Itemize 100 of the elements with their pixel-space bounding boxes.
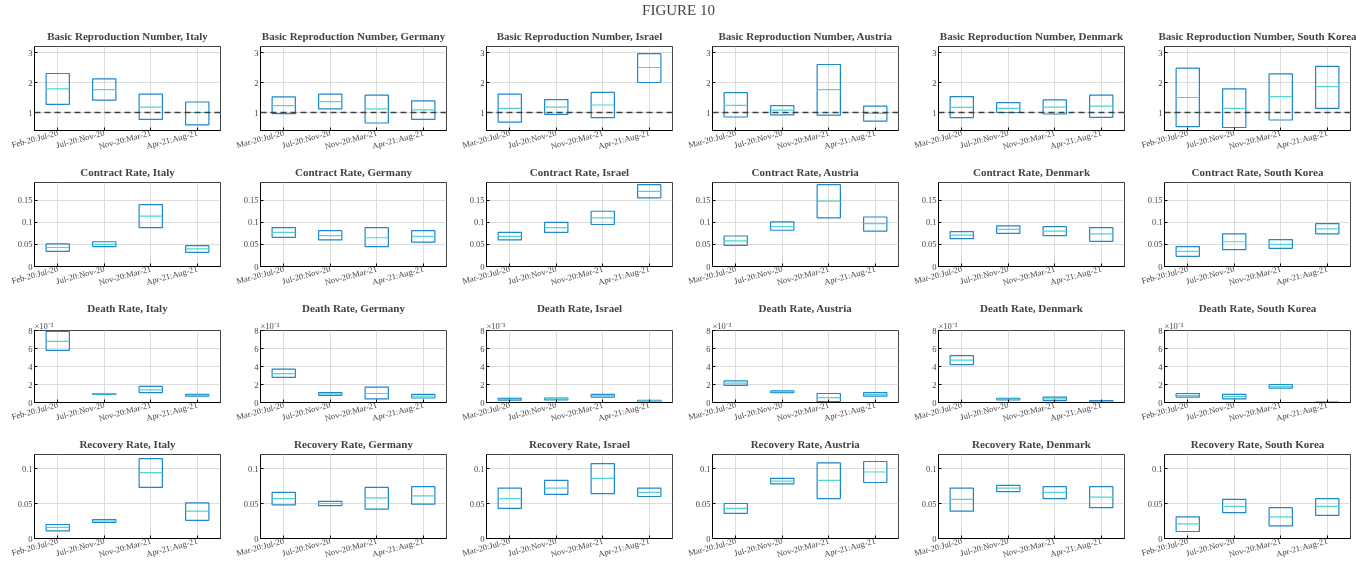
y-tick-label: 3 — [480, 47, 485, 58]
y-tick-label: 0.15 — [695, 195, 711, 206]
chart-title: Death Rate, Denmark — [980, 301, 1084, 314]
y-tick-label: 1 — [28, 107, 33, 118]
chart-title: Contract Rate, South Korea — [1191, 165, 1324, 178]
y-tick-label: 2 — [28, 379, 33, 390]
y-tick-label: 0.05 — [695, 239, 711, 250]
chart-title: Death Rate, Austria — [758, 301, 853, 314]
chart-title: Contract Rate, Italy — [80, 165, 176, 178]
y-tick-label: 1 — [932, 107, 937, 118]
y-tick-label: 0.05 — [695, 498, 711, 509]
chart-title: Recovery Rate, Austria — [750, 437, 861, 450]
chart-title: Basic Reproduction Number, Israel — [496, 29, 663, 42]
y-tick-label: 0.1 — [21, 463, 33, 474]
y-tick-label: 3 — [28, 47, 33, 58]
y-tick-label: 0.1 — [699, 463, 711, 474]
y-tick-label: 2 — [932, 77, 937, 88]
y-tick-label: 0.05 — [469, 239, 485, 250]
y-tick-label: 0.15 — [243, 195, 259, 206]
chart-title: Recovery Rate, South Korea — [1190, 437, 1325, 450]
y-tick-label: 2 — [480, 379, 485, 390]
chart-title: Basic Reproduction Number, Italy — [47, 29, 209, 42]
y-tick-label: 0.1 — [925, 217, 937, 228]
y-tick-label: 2 — [706, 77, 711, 88]
y-tick-label: 6 — [932, 343, 937, 354]
chart-title: Recovery Rate, Germany — [294, 437, 414, 450]
chart-title: Basic Reproduction Number, Denmark — [939, 29, 1125, 42]
y-tick-label: 8 — [480, 325, 485, 336]
y-tick-label: 0.1 — [925, 463, 937, 474]
chart-title: Death Rate, Italy — [87, 301, 169, 314]
y-tick-label: 2 — [254, 379, 259, 390]
y-tick-label: 0.05 — [1147, 498, 1163, 509]
chart-title: Death Rate, Israel — [536, 301, 623, 314]
y-tick-label: 0.1 — [699, 217, 711, 228]
y-tick-label: 3 — [706, 47, 711, 58]
y-tick-label: 4 — [1158, 361, 1164, 372]
y-tick-label: 0.1 — [21, 217, 33, 228]
y-tick-label: 0.15 — [921, 195, 937, 206]
y-tick-label: 6 — [706, 343, 711, 354]
y-tick-label: 0.1 — [247, 217, 259, 228]
y-tick-label: 3 — [1158, 47, 1163, 58]
y-tick-label: 1 — [254, 107, 259, 118]
chart-title: Contract Rate, Denmark — [973, 165, 1091, 178]
y-tick-label: 6 — [1158, 343, 1163, 354]
annotation: ×10⁻³ — [34, 320, 54, 331]
chart-title: Recovery Rate, Italy — [79, 437, 177, 450]
y-tick-label: 0.05 — [469, 498, 485, 509]
annotation: ×10⁻³ — [938, 320, 958, 331]
y-tick-label: 0.05 — [17, 239, 33, 250]
y-tick-label: 0.1 — [1151, 463, 1163, 474]
y-tick-label: 3 — [254, 47, 259, 58]
annotation: ×10⁻³ — [260, 320, 280, 331]
chart-title: Basic Reproduction Number, Germany — [261, 29, 446, 42]
y-tick-label: 2 — [480, 77, 485, 88]
chart-title: Death Rate, South Korea — [1198, 301, 1317, 314]
y-tick-label: 4 — [480, 361, 486, 372]
y-tick-label: 8 — [1158, 325, 1163, 336]
y-tick-label: 2 — [1158, 77, 1163, 88]
y-tick-label: 0.15 — [17, 195, 33, 206]
chart-title: Basic Reproduction Number, Austria — [718, 29, 893, 42]
y-tick-label: 2 — [1158, 379, 1163, 390]
y-tick-label: 2 — [28, 77, 33, 88]
y-tick-label: 4 — [706, 361, 712, 372]
y-tick-label: 3 — [932, 47, 937, 58]
chart-title: Contract Rate, Germany — [295, 165, 413, 178]
y-tick-label: 0.05 — [921, 239, 937, 250]
y-tick-label: 0.05 — [17, 498, 33, 509]
annotation: ×10⁻³ — [712, 320, 732, 331]
y-tick-label: 6 — [480, 343, 485, 354]
y-tick-label: 2 — [254, 77, 259, 88]
y-tick-label: 4 — [932, 361, 938, 372]
y-tick-label: 8 — [28, 325, 33, 336]
chart-title: Basic Reproduction Number, South Korea — [1158, 29, 1356, 42]
y-tick-label: 0.05 — [243, 498, 259, 509]
y-tick-label: 0.15 — [469, 195, 485, 206]
y-tick-label: 0.05 — [1147, 239, 1163, 250]
y-tick-label: 2 — [932, 379, 937, 390]
y-tick-label: 0.05 — [243, 239, 259, 250]
y-tick-label: 8 — [254, 325, 259, 336]
y-tick-label: 1 — [706, 107, 711, 118]
y-tick-label: 0.1 — [473, 217, 485, 228]
y-tick-label: 0.1 — [1151, 217, 1163, 228]
chart-title: Recovery Rate, Israel — [528, 437, 631, 450]
annotation: ×10⁻³ — [486, 320, 506, 331]
y-tick-label: 1 — [480, 107, 485, 118]
y-tick-label: 6 — [28, 343, 33, 354]
chart-title: Death Rate, Germany — [302, 301, 406, 314]
chart-title: Contract Rate, Austria — [751, 165, 860, 178]
chart-title: Recovery Rate, Denmark — [972, 437, 1092, 450]
chart-title: Contract Rate, Israel — [529, 165, 630, 178]
y-tick-label: 4 — [28, 361, 34, 372]
y-tick-label: 2 — [706, 379, 711, 390]
y-tick-label: 8 — [706, 325, 711, 336]
y-tick-label: 0.15 — [1147, 195, 1163, 206]
y-tick-label: 0.1 — [473, 463, 485, 474]
annotation: ×10⁻³ — [1164, 320, 1184, 331]
y-tick-label: 8 — [932, 325, 937, 336]
y-tick-label: 1 — [1158, 107, 1163, 118]
y-tick-label: 4 — [254, 361, 260, 372]
text: FIGURE 10 — [642, 1, 715, 18]
